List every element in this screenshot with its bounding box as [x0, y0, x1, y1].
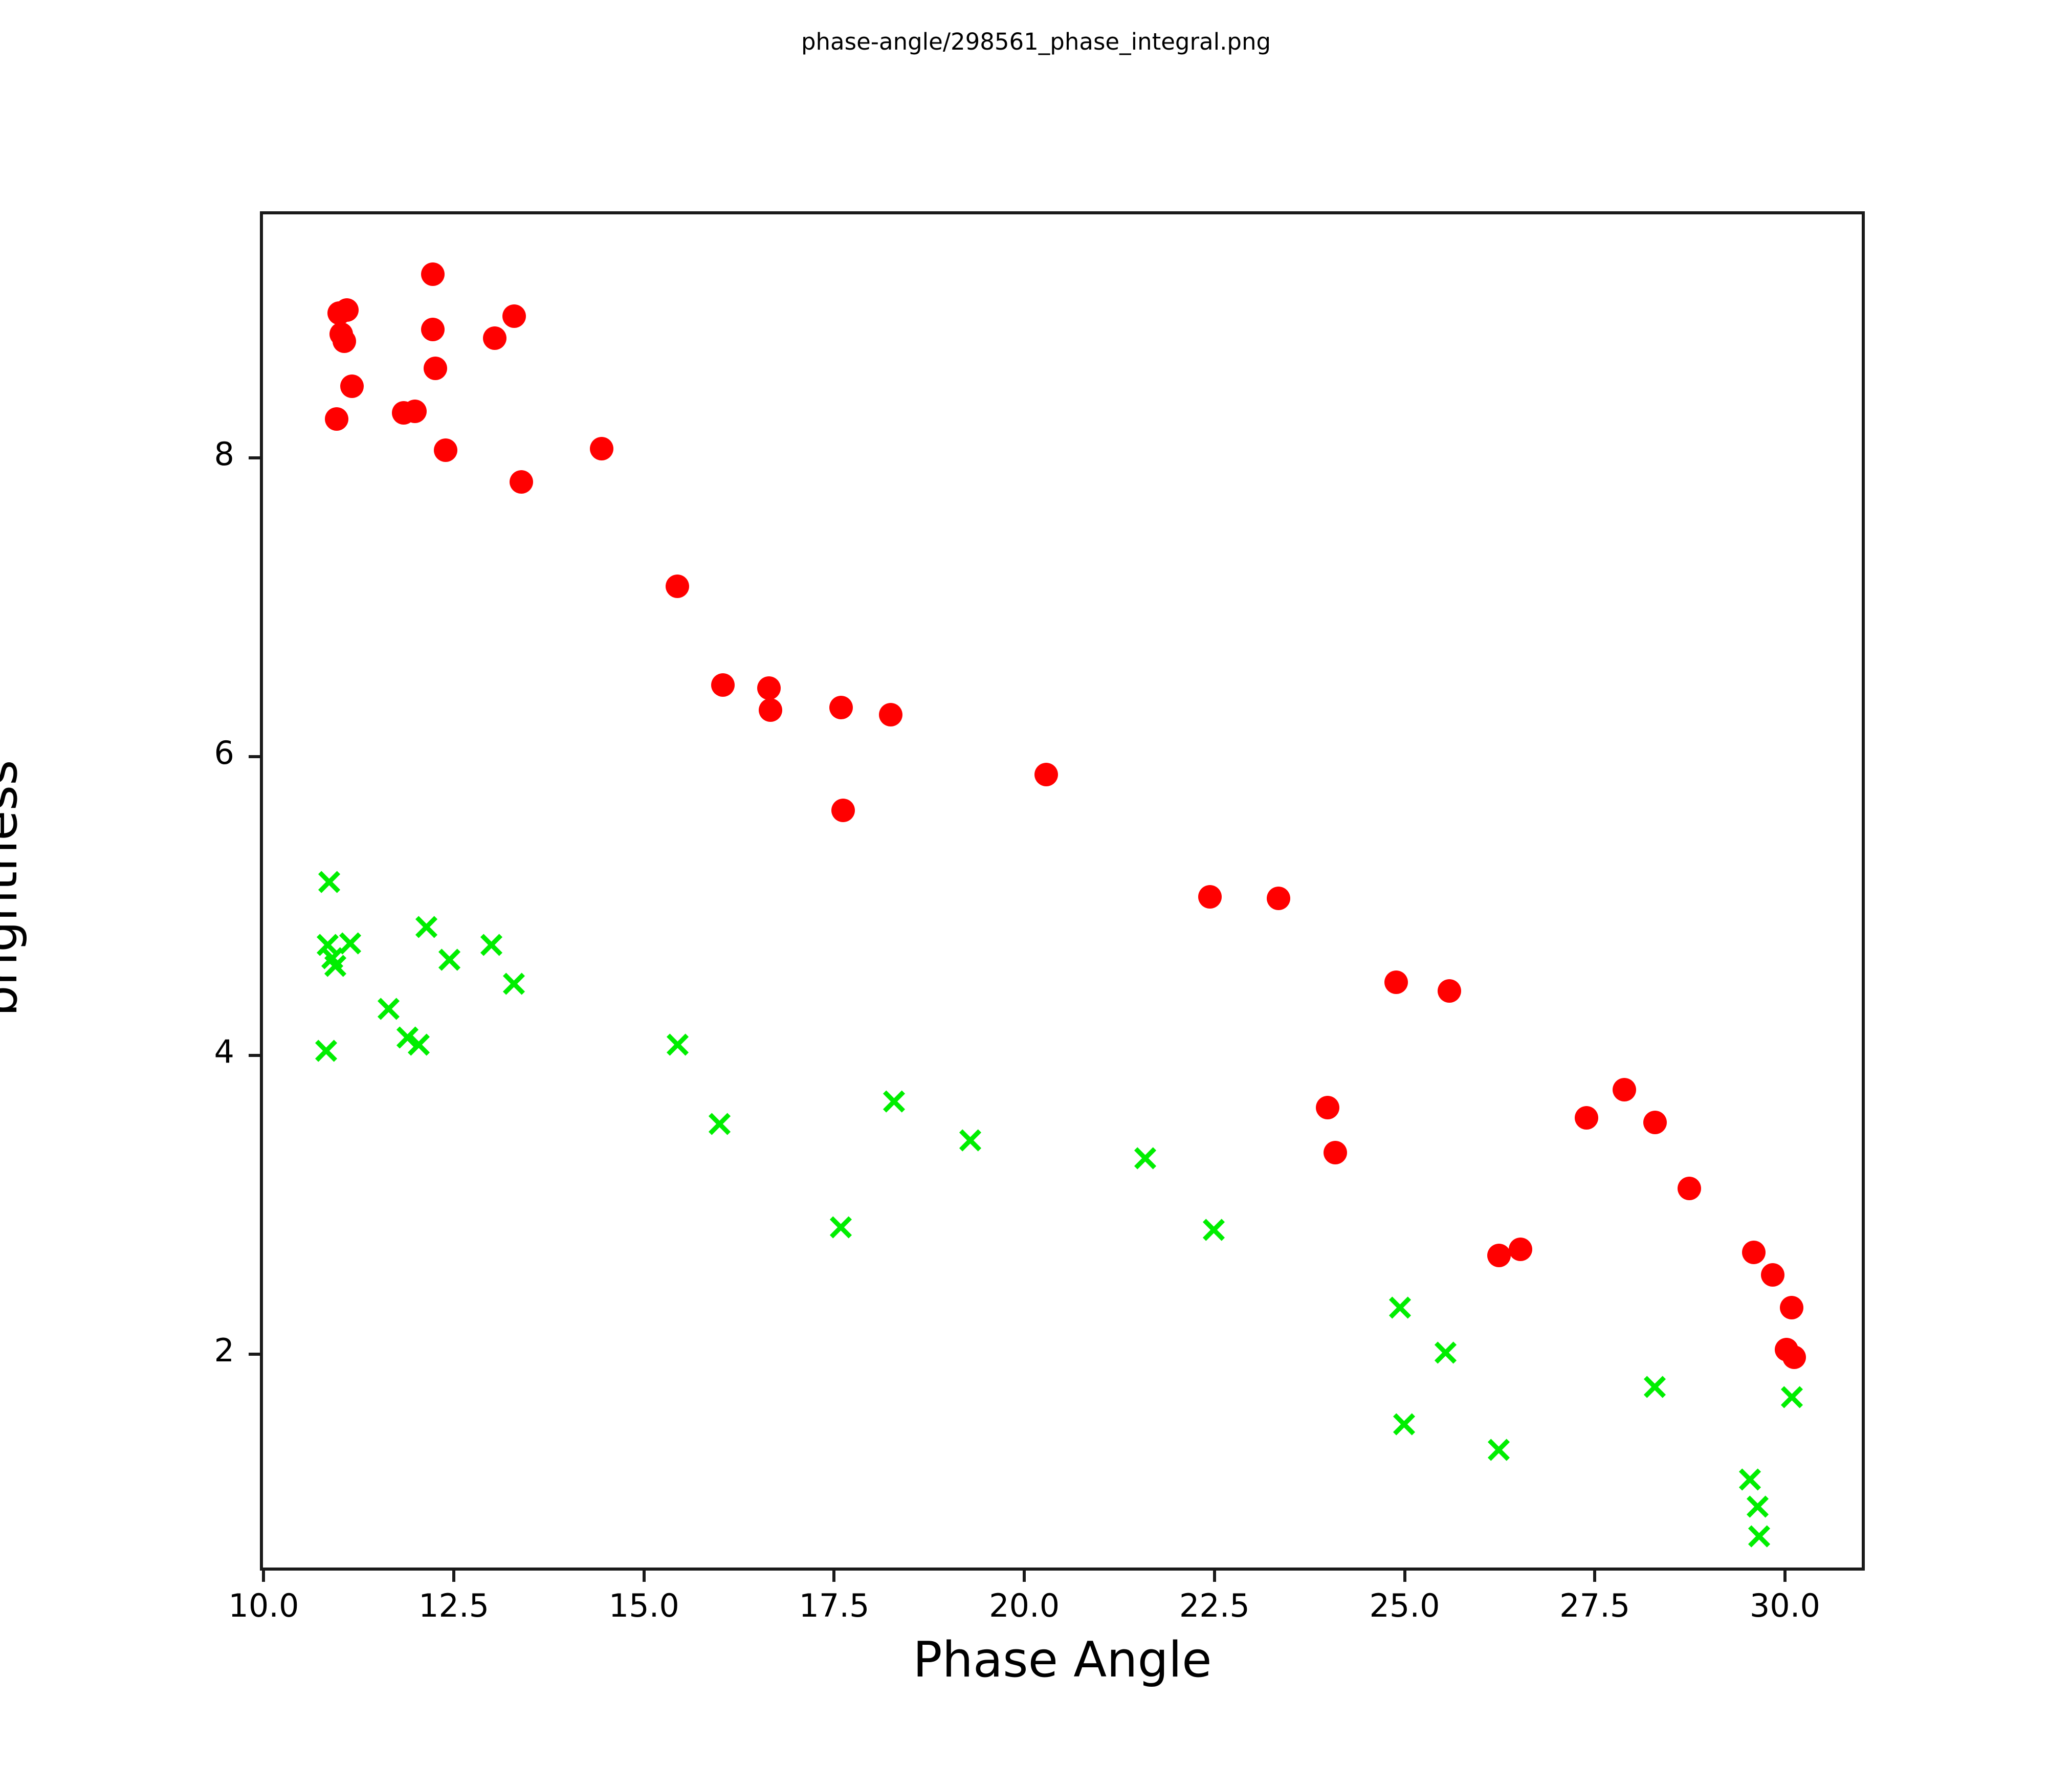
x-tick-label: 17.5 — [799, 1587, 870, 1624]
data-point-red-circles — [1508, 1238, 1532, 1262]
data-point-red-circles — [878, 703, 902, 727]
data-point-red-circles — [711, 673, 735, 697]
plot-axes — [260, 211, 1865, 1571]
data-point-red-circles — [335, 298, 359, 322]
x-tick-label: 12.5 — [418, 1587, 490, 1624]
data-point-red-circles — [510, 470, 534, 494]
data-point-green-crosses — [1486, 1437, 1512, 1463]
data-point-green-crosses — [1391, 1411, 1417, 1438]
x-tick-label: 10.0 — [228, 1587, 299, 1624]
data-point-green-crosses — [413, 914, 440, 940]
data-point-green-crosses — [1132, 1145, 1159, 1172]
data-point-green-crosses — [501, 970, 527, 997]
data-point-red-circles — [1438, 979, 1462, 1003]
data-point-red-circles — [666, 575, 690, 599]
data-point-green-crosses — [406, 1031, 432, 1058]
data-point-green-crosses — [337, 930, 364, 957]
data-point-green-crosses — [313, 1038, 339, 1064]
x-tick-mark — [1213, 1571, 1216, 1582]
figure-title: phase-angle/298561_phase_integral.png — [801, 28, 1271, 55]
data-point-green-crosses — [881, 1088, 908, 1115]
data-point-green-crosses — [1737, 1466, 1764, 1493]
y-tick-label: 8 — [214, 435, 234, 473]
data-point-red-circles — [758, 698, 782, 722]
data-point-red-circles — [340, 374, 364, 398]
data-point-red-circles — [433, 438, 457, 462]
data-point-red-circles — [1613, 1077, 1637, 1101]
data-point-green-crosses — [1642, 1374, 1668, 1400]
y-tick-mark — [249, 1053, 260, 1057]
data-point-red-circles — [1266, 887, 1290, 911]
data-point-green-crosses — [1387, 1294, 1414, 1321]
x-axis-label: Phase Angle — [913, 1632, 1212, 1688]
data-point-green-crosses — [478, 932, 504, 958]
data-point-red-circles — [502, 304, 526, 328]
data-point-green-crosses — [706, 1111, 733, 1137]
data-point-red-circles — [403, 400, 427, 424]
x-tick-mark — [642, 1571, 646, 1582]
data-point-green-crosses — [1432, 1339, 1459, 1366]
data-point-green-crosses — [1744, 1493, 1771, 1520]
data-point-red-circles — [1780, 1296, 1804, 1320]
x-tick-label: 22.5 — [1179, 1587, 1250, 1624]
data-point-red-circles — [1384, 970, 1408, 994]
data-point-green-crosses — [1746, 1523, 1772, 1550]
data-point-red-circles — [1742, 1241, 1766, 1265]
y-tick-mark — [249, 755, 260, 758]
data-point-green-crosses — [1200, 1217, 1227, 1243]
x-tick-mark — [1403, 1571, 1406, 1582]
data-point-red-circles — [589, 437, 613, 461]
data-point-red-circles — [831, 798, 855, 822]
x-tick-mark — [452, 1571, 456, 1582]
data-point-red-circles — [483, 326, 507, 350]
data-point-red-circles — [1324, 1140, 1348, 1164]
data-point-red-circles — [1574, 1106, 1598, 1130]
y-axis-label: brightness — [0, 760, 28, 1017]
y-tick-mark — [249, 456, 260, 459]
x-tick-label: 15.0 — [608, 1587, 679, 1624]
x-tick-mark — [832, 1571, 836, 1582]
data-point-red-circles — [333, 329, 357, 354]
x-tick-mark — [1593, 1571, 1597, 1582]
data-point-red-circles — [421, 262, 445, 286]
data-point-green-crosses — [1778, 1384, 1805, 1410]
data-point-green-crosses — [436, 946, 462, 973]
data-point-red-circles — [1782, 1345, 1806, 1369]
data-point-green-crosses — [375, 996, 402, 1022]
data-point-red-circles — [421, 317, 445, 341]
plot-area — [263, 214, 1862, 1568]
data-point-red-circles — [1198, 885, 1222, 909]
x-tick-label: 20.0 — [989, 1587, 1060, 1624]
data-point-green-crosses — [957, 1127, 984, 1154]
x-tick-mark — [1023, 1571, 1026, 1582]
x-tick-mark — [262, 1571, 266, 1582]
y-tick-label: 6 — [214, 734, 234, 771]
data-point-red-circles — [757, 676, 781, 700]
data-point-green-crosses — [664, 1031, 691, 1058]
data-point-red-circles — [1643, 1111, 1667, 1135]
data-point-red-circles — [325, 407, 349, 431]
data-point-green-crosses — [828, 1214, 854, 1241]
y-tick-label: 4 — [214, 1032, 234, 1070]
data-point-red-circles — [829, 695, 853, 719]
data-point-red-circles — [1034, 762, 1059, 786]
data-point-red-circles — [1316, 1096, 1340, 1120]
x-tick-label: 25.0 — [1369, 1587, 1440, 1624]
data-point-green-crosses — [316, 869, 342, 895]
y-tick-mark — [249, 1352, 260, 1356]
data-point-red-circles — [1761, 1263, 1785, 1287]
data-point-red-circles — [1487, 1244, 1511, 1268]
data-point-red-circles — [424, 356, 448, 380]
x-tick-label: 30.0 — [1749, 1587, 1820, 1624]
x-tick-label: 27.5 — [1559, 1587, 1630, 1624]
x-tick-mark — [1783, 1571, 1787, 1582]
data-point-red-circles — [1677, 1176, 1701, 1200]
y-tick-label: 2 — [214, 1331, 234, 1369]
